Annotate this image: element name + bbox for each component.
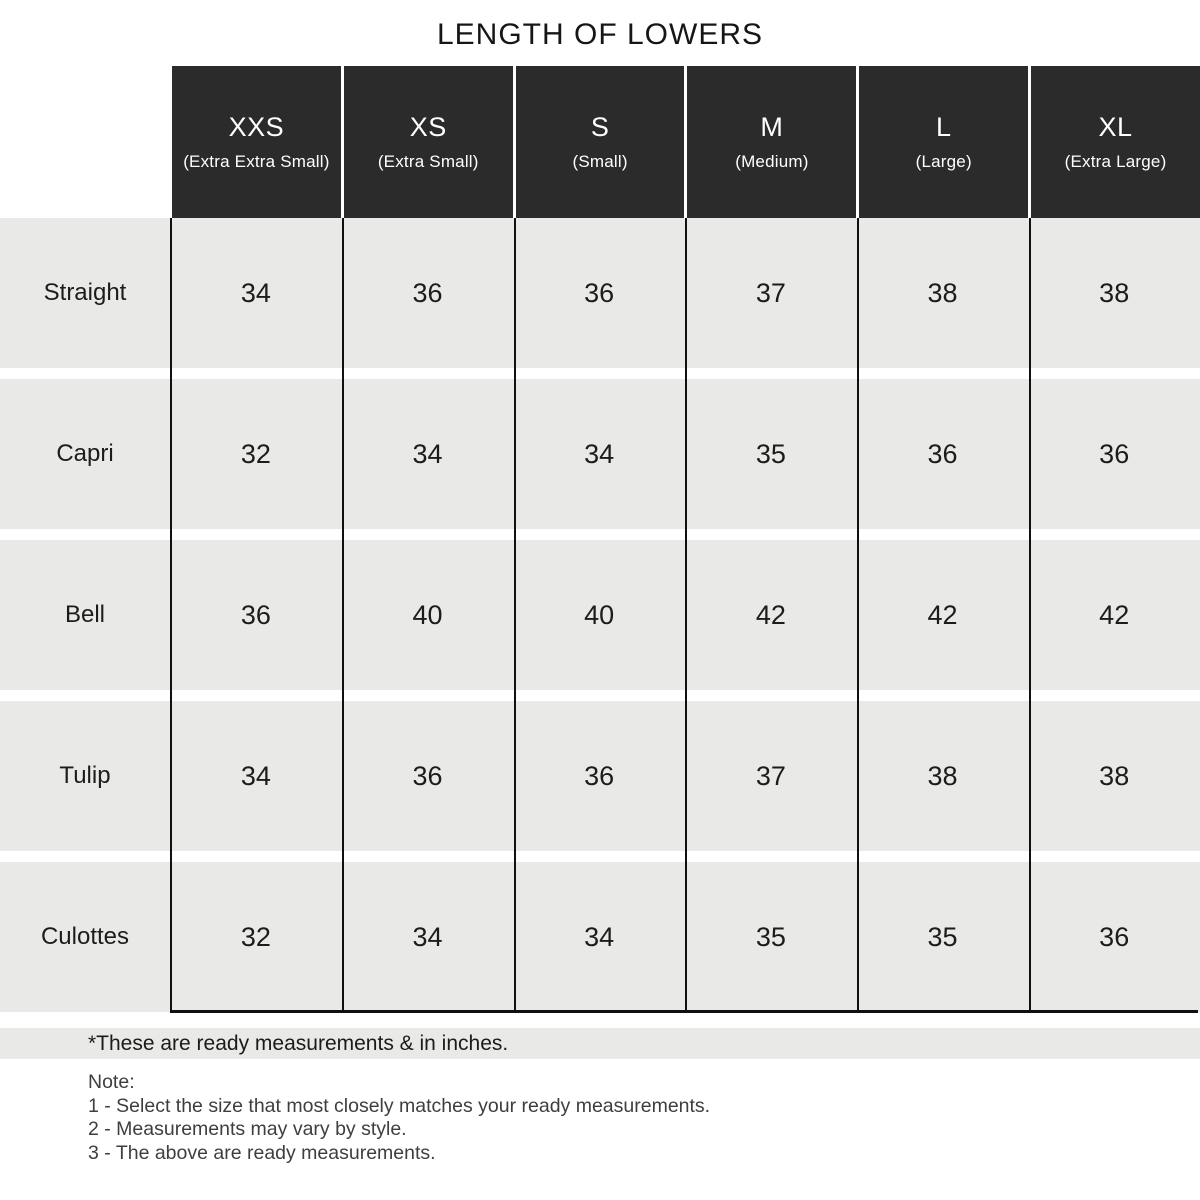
table-cell: 38 [1028,218,1200,368]
size-full-name: (Small) [572,152,628,171]
table-cell: 34 [513,862,686,1012]
size-full-name: (Extra Large) [1064,152,1167,171]
grid-vline [342,218,344,1012]
table-cell: 42 [685,540,857,690]
row-data: 36 40 40 42 42 42 [170,540,1200,690]
table-cell: 36 [1028,862,1200,1012]
page-title: LENGTH OF LOWERS [436,18,764,51]
table-cell: 36 [513,701,686,851]
table-cell: 42 [856,540,1029,690]
table-cell: 36 [856,379,1029,529]
table-cell: 36 [341,218,514,368]
table-cell: 32 [170,862,342,1012]
column-header-xl: XL (Extra Large) [1031,66,1200,218]
grid-vline [1029,218,1031,1012]
size-code: L [935,112,952,142]
table-cell: 34 [341,379,514,529]
table-cell: 40 [341,540,514,690]
grid-bottom-line [170,1010,1198,1013]
row-label: Culottes [0,862,170,1012]
table-row-straight: Straight 34 36 36 37 38 38 [0,218,1200,368]
column-header-s: S (Small) [515,66,685,218]
table-cell: 37 [685,218,857,368]
row-label: Straight [0,218,170,368]
size-full-name: (Extra Extra Small) [183,152,330,171]
size-code: M [760,112,784,142]
table-cell: 38 [856,701,1029,851]
table-cell: 34 [170,218,342,368]
table-row-tulip: Tulip 34 36 36 37 38 38 [0,701,1200,851]
size-code: XS [409,112,447,142]
size-code: S [590,112,610,142]
column-header-m: M (Medium) [687,66,857,218]
table-cell: 34 [513,379,686,529]
notes-title: Note: [88,1071,135,1093]
table-cell: 38 [1028,701,1200,851]
row-data: 34 36 36 37 38 38 [170,701,1200,851]
table-cell: 35 [856,862,1029,1012]
table-cell: 36 [1028,379,1200,529]
footnote-text: *These are ready measurements & in inche… [88,1031,509,1055]
size-code: XXS [228,112,285,142]
grid-vline [514,218,516,1012]
notes-block: Note: 1 - Select the size that most clos… [88,1071,710,1165]
table-cell: 36 [170,540,342,690]
row-data: 34 36 36 37 38 38 [170,218,1200,368]
column-header-xs: XS (Extra Small) [343,66,513,218]
table-cell: 38 [856,218,1029,368]
table-cell: 36 [513,218,686,368]
row-label: Capri [0,379,170,529]
table-cell: 36 [341,701,514,851]
table-row-capri: Capri 32 34 34 35 36 36 [0,379,1200,529]
row-label: Tulip [0,701,170,851]
table-cell: 34 [170,701,342,851]
column-header-l: L (Large) [859,66,1029,218]
table-cell: 40 [513,540,686,690]
note-item: 3 - The above are ready measurements. [88,1141,436,1164]
note-item: 1 - Select the size that most closely ma… [88,1094,711,1117]
table-cell: 35 [685,862,857,1012]
row-label: Bell [0,540,170,690]
table-cell: 32 [170,379,342,529]
table-cell: 35 [685,379,857,529]
table-row-bell: Bell 36 40 40 42 42 42 [0,540,1200,690]
row-data: 32 34 34 35 36 36 [170,379,1200,529]
grid-vline [685,218,687,1012]
table-cell: 34 [341,862,514,1012]
table-row-culottes: Culottes 32 34 34 35 35 36 [0,862,1200,1012]
size-full-name: (Medium) [735,152,809,171]
size-full-name: (Extra Small) [377,152,479,171]
grid-vline [170,218,172,1012]
size-code: XL [1098,112,1133,142]
grid-vline [857,218,859,1012]
table-cell: 37 [685,701,857,851]
column-header-xxs: XXS (Extra Extra Small) [172,66,341,218]
footnote-strip: *These are ready measurements & in inche… [0,1028,1200,1059]
table-cell: 42 [1028,540,1200,690]
size-full-name: (Large) [915,152,972,171]
size-header-row: XXS (Extra Extra Small) XS (Extra Small)… [172,66,1200,218]
row-data: 32 34 34 35 35 36 [170,862,1200,1012]
note-item: 2 - Measurements may vary by style. [88,1118,407,1140]
